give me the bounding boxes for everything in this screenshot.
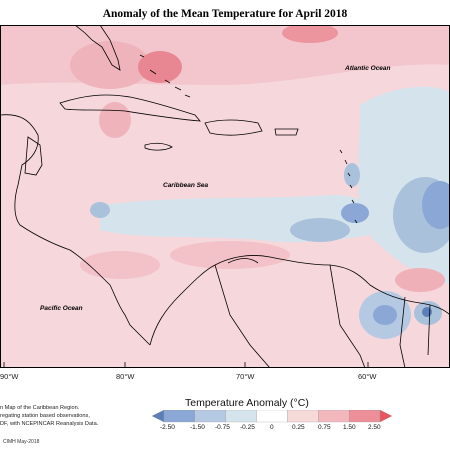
lon-label-70w: 70°W	[236, 372, 255, 381]
label-caribbean-sea: Caribbean Sea	[163, 182, 209, 189]
map-title: Anomaly of the Mean Temperature for Apri…	[102, 8, 348, 20]
cool-spot-honduras	[90, 202, 110, 218]
legend-tick-7: 1.50	[343, 424, 356, 431]
cool-zone-venezuela-coast	[290, 218, 350, 242]
anomaly-map: Atlantic Ocean Caribbean Sea Pacific Oce…	[0, 25, 450, 368]
legend-tick-5: 0.25	[292, 424, 305, 431]
cold-spot-guyana	[373, 305, 397, 325]
legend-tick-1: -1.50	[190, 424, 205, 431]
hot-spot-bahamas	[138, 51, 182, 83]
cold-core-atlantic	[422, 181, 450, 229]
hot-spot-north-atlantic	[282, 25, 338, 43]
legend-swatch-4	[256, 410, 288, 423]
cool-spot-leewards	[344, 163, 360, 187]
longitude-ticks	[3, 362, 369, 368]
legend-swatch-3	[225, 410, 257, 423]
credit-line-1: n Map of the Caribbean Region.	[0, 405, 80, 411]
label-atlantic-ocean: Atlantic Ocean	[344, 65, 391, 72]
legend-tick-0: -2.50	[160, 424, 175, 431]
legend-swatch-2	[194, 410, 226, 423]
credit-line-2: regating station based observations,	[0, 413, 90, 419]
cold-spot-suriname	[422, 307, 432, 317]
legend-tick-3: -0.25	[240, 424, 255, 431]
warm-zone-east	[395, 268, 445, 292]
legend-tick-6: 0.75	[318, 424, 331, 431]
legend-swatch-0	[152, 410, 165, 423]
legend-tick-8: 2.50	[368, 424, 381, 431]
legend-swatch-7	[348, 410, 381, 423]
footer-credit: CIMH May-2018	[3, 439, 40, 445]
coastlines	[0, 25, 450, 368]
warm-zone-yucatan-channel	[99, 102, 131, 138]
cold-spot-windward	[341, 203, 369, 223]
lon-label-60w: 60°W	[358, 372, 377, 381]
warm-zone-florida	[70, 41, 150, 89]
lon-label-90w: 90°W	[0, 372, 19, 381]
legend-title: Temperature Anomaly (°C)	[185, 397, 309, 409]
warm-zone-central-america	[80, 251, 160, 279]
legend-tick-4: 0	[270, 424, 274, 431]
credit-line-3: DF, with NCEPINCAR Reanalysis Data.	[0, 421, 99, 427]
color-legend	[152, 410, 392, 423]
legend-swatch-1	[163, 410, 196, 423]
legend-swatch-6	[318, 410, 350, 423]
lon-label-80w: 80°W	[116, 372, 135, 381]
legend-swatch-8	[379, 410, 392, 423]
warm-zone-colombia	[170, 241, 290, 269]
label-pacific-ocean: Pacific Ocean	[40, 305, 83, 312]
legend-tick-2: -0.75	[215, 424, 230, 431]
legend-swatch-5	[287, 410, 319, 423]
